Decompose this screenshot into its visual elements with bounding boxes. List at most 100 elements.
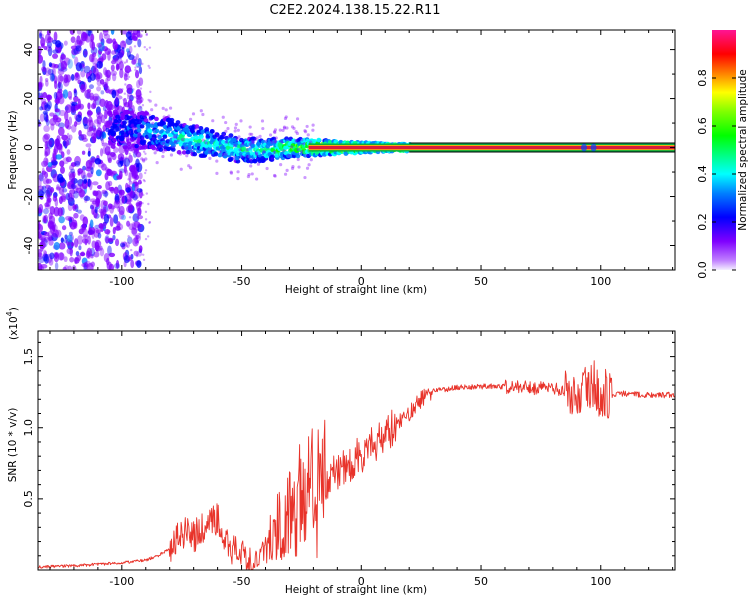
heatmap-noise-cell	[128, 45, 133, 54]
heatmap-halo-cell	[258, 134, 262, 138]
heatmap-halo-cell	[150, 108, 154, 112]
heatmap-halo-cell	[161, 106, 165, 110]
heatmap-halo-cell	[201, 112, 205, 117]
heatmap-signal-cell	[221, 131, 227, 137]
heatmap-signal-cell	[222, 154, 228, 159]
heatmap-signal-cell	[170, 147, 176, 152]
heatmap-halo-cell	[216, 134, 220, 138]
heatmap-noise-cell	[148, 46, 152, 49]
heatmap-halo-cell	[201, 138, 205, 142]
heatmap-noise-cell	[52, 49, 59, 54]
heatmap-noise-cell	[118, 61, 124, 71]
heatmap-noise-cell	[130, 199, 133, 202]
heatmap-halo-cell	[132, 126, 137, 130]
heatmap-halo-cell	[245, 148, 250, 152]
heatmap-halo-cell	[262, 149, 266, 154]
heatmap-noise-cell	[125, 244, 129, 248]
heatmap-noise-cell	[82, 32, 88, 39]
heatmap-signal-cell	[151, 145, 157, 151]
colorbar-tick-label: 0.4	[696, 165, 709, 183]
heatmap-noise-cell	[116, 175, 120, 180]
heatmap-noise-cell	[111, 50, 117, 55]
heatmap-signal-cell	[110, 132, 116, 137]
heatmap-signal-cell	[232, 137, 237, 143]
heatmap-halo-cell	[224, 120, 228, 125]
heatmap-noise-cell	[125, 187, 132, 192]
heatmap-noise-cell	[88, 180, 93, 191]
heatmap-halo-cell	[224, 129, 228, 133]
heatmap-noise-cell	[38, 249, 42, 258]
heatmap-noise-cell	[126, 48, 130, 53]
scale-prefix: (x10	[8, 316, 20, 340]
heatmap-noise-cell	[142, 193, 145, 197]
heatmap-halo-cell	[281, 128, 285, 133]
heatmap-halo-cell	[232, 155, 236, 159]
bottom-y-ticks: 0.5 1.0 1.5	[22, 341, 675, 571]
colorbar-tick-label: 0.2	[696, 213, 709, 231]
heatmap-noise-cell	[57, 252, 65, 261]
heatmap-noise-cell	[99, 148, 104, 157]
heatmap-halo-cell	[236, 176, 240, 181]
heatmap-noise-cell	[85, 166, 92, 172]
heatmap-noise-cell	[71, 124, 77, 133]
heatmap-halo-cell	[295, 131, 300, 136]
top-x-axis-label: Height of straight line (km)	[285, 284, 427, 296]
heatmap-signal-cell	[316, 137, 322, 143]
heatmap-noise-cell	[145, 48, 149, 51]
heatmap-noise-cell	[135, 62, 142, 68]
heatmap-noise-cell	[103, 213, 110, 224]
heatmap-noise-cell	[125, 241, 130, 249]
heatmap-noise-cell	[73, 190, 79, 199]
heatmap-halo-cell	[250, 139, 254, 143]
heatmap-signal-cell	[181, 150, 187, 155]
heatmap-noise-cell	[47, 234, 53, 242]
heatmap-noise-cell	[136, 65, 140, 69]
heatmap-noise-cell	[111, 89, 117, 99]
heatmap-noise-cell	[148, 221, 151, 225]
heatmap-halo-cell	[154, 103, 158, 107]
heatmap-noise-cell	[67, 197, 75, 206]
heatmap-halo-cell	[302, 142, 306, 146]
heatmap-noise-cell	[58, 186, 65, 195]
heatmap-noise-cell	[135, 95, 143, 100]
heatmap-halo-cell	[176, 139, 180, 143]
heatmap-halo-cell	[273, 130, 277, 134]
heatmap-noise-cell	[62, 89, 69, 99]
top-ytick-label: 40	[22, 43, 35, 57]
heatmap-noise-cell	[86, 262, 94, 270]
heatmap-halo-cell	[255, 151, 259, 155]
heatmap-noise-cell	[105, 127, 110, 133]
heatmap-noise-cell	[69, 189, 76, 195]
heatmap-noise-cell	[127, 75, 131, 79]
colorbar-label: Normalized spectral amplitude	[737, 69, 749, 230]
heatmap-noise-cell	[41, 66, 47, 72]
heatmap-noise-cell	[45, 178, 52, 184]
heatmap-signal-cell	[148, 133, 153, 138]
heatmap-halo-cell	[160, 144, 164, 149]
heatmap-noise-cell	[136, 228, 140, 232]
heatmap-noise-cell	[121, 88, 124, 91]
heatmap-noise-cell	[127, 236, 133, 244]
heatmap-noise-cell	[144, 237, 148, 241]
heatmap-noise-cell	[82, 31, 87, 38]
heatmap-noise-cell	[38, 172, 44, 182]
bottom-x-axis-label: Height of straight line (km)	[285, 584, 427, 596]
top-ytick-label: -40	[22, 237, 35, 255]
heatmap-noise-cell	[83, 123, 89, 130]
heatmap-noise-cell	[73, 205, 78, 210]
heatmap-signal-cell	[136, 128, 142, 133]
heatmap-noise-cell	[127, 204, 135, 211]
heatmap-noise-cell	[123, 73, 128, 81]
heatmap-noise-cell	[48, 215, 56, 225]
heatmap-noise-cell	[104, 228, 111, 235]
heatmap-noise-cell	[107, 203, 113, 210]
heatmap-noise-cell	[89, 219, 94, 229]
heatmap-noise-cell	[108, 252, 116, 258]
heatmap-noise-cell	[100, 208, 104, 219]
heatmap-halo-cell	[306, 133, 310, 137]
heatmap-halo-cell	[274, 139, 278, 143]
heatmap-halo-cell	[248, 146, 252, 150]
heatmap-halo-cell	[124, 156, 128, 160]
heatmap-noise-cell	[134, 70, 140, 79]
heatmap-noise-cell	[132, 194, 135, 197]
